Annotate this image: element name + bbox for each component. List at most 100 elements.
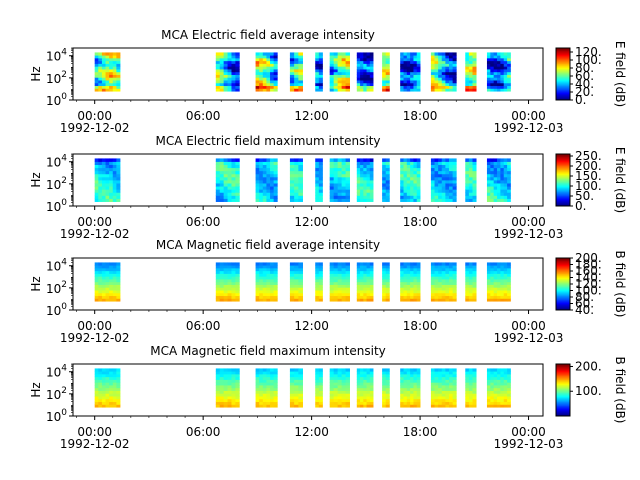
spectrogram-cell (434, 55, 439, 59)
spectrogram-cell (235, 55, 240, 59)
spectrogram-cell (497, 390, 501, 394)
spectrogram-cell (289, 379, 295, 383)
spectrogram-cell (105, 198, 110, 202)
spectrogram-cell (255, 183, 260, 187)
spectrogram-cell (400, 387, 404, 391)
spectrogram-cell (360, 267, 364, 272)
spectrogram-cell (416, 80, 421, 84)
spectrogram-cell (219, 80, 225, 84)
spectrogram-cell (410, 167, 414, 172)
spectrogram-cell (235, 167, 240, 172)
spectrogram-cell (430, 176, 435, 181)
colorbar-swatch (556, 401, 570, 404)
spectrogram-cell (262, 279, 267, 283)
spectrogram-cell (356, 164, 361, 169)
spectrogram-cell (360, 71, 364, 75)
spectrogram-cell (410, 270, 414, 274)
spectrogram-cell (98, 396, 103, 400)
spectrogram-cell (235, 396, 240, 400)
spectrogram-cell (318, 60, 323, 64)
spectrogram-cell (223, 376, 228, 380)
spectrogram-cell (507, 198, 511, 202)
spectrogram-cell (363, 69, 367, 73)
spectrogram-cell (406, 396, 411, 400)
spectrogram-cell (294, 393, 299, 397)
spectrogram-cell (363, 401, 367, 405)
spectrogram-cell (116, 192, 121, 196)
spectrogram-cell (441, 270, 446, 274)
spectrogram-cell (112, 290, 117, 294)
spectrogram-cell (337, 262, 343, 266)
spectrogram-cell (441, 183, 446, 187)
spectrogram-cell (273, 398, 278, 403)
spectrogram-cell (413, 281, 418, 285)
y-tick-label: 104 (46, 258, 67, 274)
spectrogram-cell (235, 195, 240, 199)
colorbar-tick-label: 160. (575, 264, 602, 278)
spectrogram-cell (112, 298, 117, 302)
colorbar-swatch (556, 388, 570, 391)
spectrogram-cell (235, 281, 240, 285)
colorbar-swatch (556, 369, 570, 371)
spectrogram-cell (219, 189, 225, 193)
spectrogram-cell (94, 77, 99, 81)
spectrogram-cell (116, 82, 121, 87)
spectrogram-cell (382, 85, 387, 89)
spectrogram-cell (465, 379, 470, 383)
spectrogram-cell (235, 82, 240, 87)
spectrogram-cell (105, 265, 110, 269)
spectrogram-cell (116, 77, 121, 81)
spectrogram-cell (403, 292, 408, 297)
spectrogram-cell (441, 176, 446, 181)
spectrogram-cell (500, 183, 505, 187)
spectrogram-cell (497, 57, 501, 62)
spectrogram-cell (266, 63, 271, 67)
spectrogram-cell (101, 265, 106, 269)
spectrogram-cell (105, 290, 110, 294)
spectrogram-cell (360, 55, 364, 59)
spectrogram-cell (382, 180, 387, 184)
spectrogram-cell (235, 393, 240, 397)
spectrogram-cell (318, 52, 323, 56)
spectrogram-cell (223, 74, 228, 78)
spectrogram-cell (500, 379, 505, 383)
spectrogram-cell (109, 265, 114, 269)
spectrogram-cell (493, 77, 498, 81)
spectrogram-cell (445, 63, 450, 67)
spectrogram-cell (403, 287, 408, 291)
spectrogram-cell (105, 52, 110, 56)
spectrogram-cell (294, 66, 299, 70)
spectrogram-cell (438, 186, 443, 190)
spectrogram-cell (490, 376, 495, 380)
colorbar-swatch (556, 400, 570, 403)
spectrogram-cell (341, 292, 346, 297)
spectrogram-cell (235, 57, 240, 62)
spectrogram-cell (503, 273, 508, 277)
spectrogram-cell (262, 368, 267, 372)
spectrogram-cell (385, 80, 390, 84)
spectrogram-cell (503, 82, 508, 87)
data-segment (94, 368, 121, 408)
spectrogram-cell (438, 401, 443, 405)
spectrogram-cell (468, 63, 473, 67)
spectrogram-cell (333, 385, 339, 389)
spectrogram-cell (465, 401, 470, 405)
spectrogram-cell (341, 371, 346, 375)
spectrogram-cell (231, 267, 236, 272)
spectrogram-cell (289, 368, 295, 372)
spectrogram-cell (227, 265, 232, 269)
spectrogram-cell (273, 393, 278, 397)
spectrogram-cell (486, 284, 491, 288)
colorbar-swatch (556, 267, 570, 269)
spectrogram-cell (410, 69, 414, 73)
spectrogram-cell (400, 77, 404, 81)
spectrogram-cell (465, 186, 470, 190)
spectrogram-cell (363, 195, 367, 199)
spectrogram-cell (294, 69, 299, 73)
plot-frame (72, 47, 544, 101)
spectrogram-cell (360, 66, 364, 70)
spectrogram-cell (329, 281, 335, 285)
data-segment (486, 52, 511, 92)
spectrogram-cell (329, 404, 335, 408)
spectrogram-cell (406, 387, 411, 391)
